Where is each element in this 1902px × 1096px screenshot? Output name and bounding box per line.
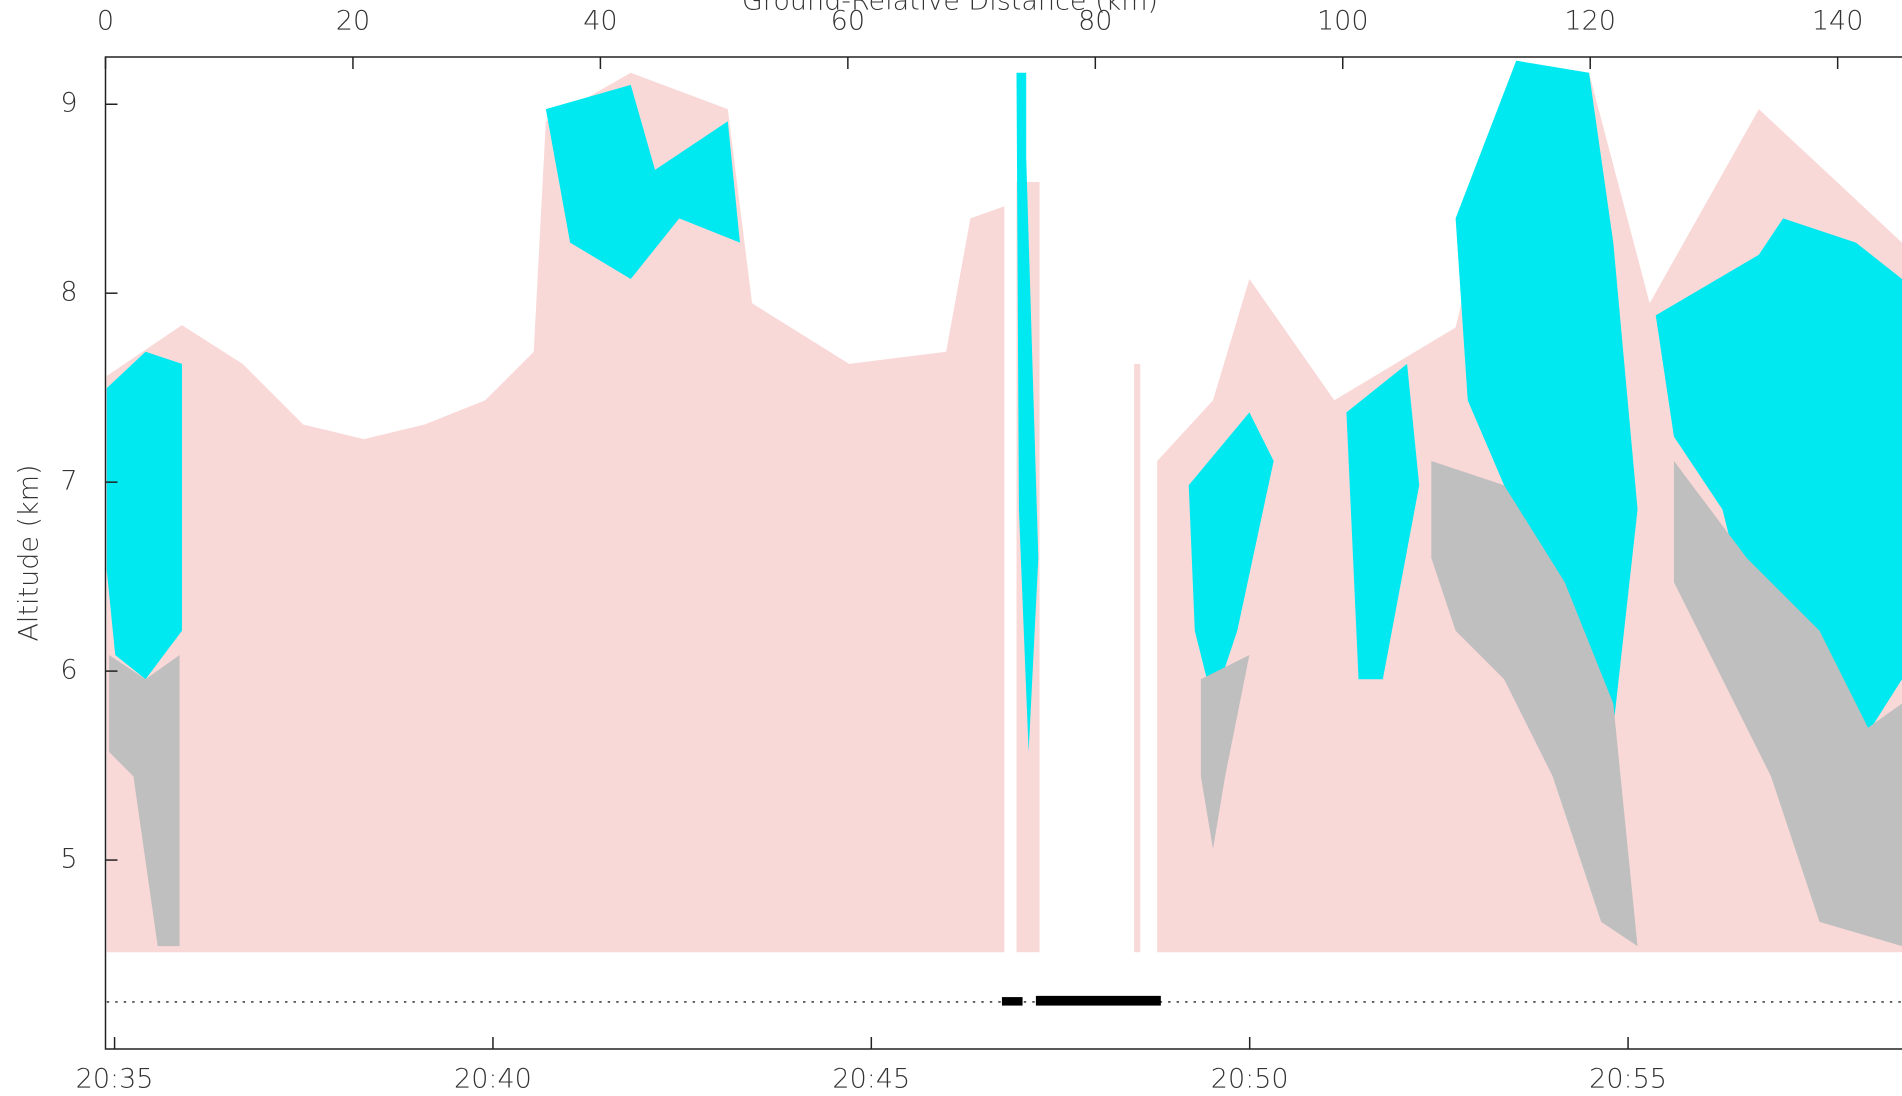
time-tick-label: 20:50	[1211, 1064, 1289, 1095]
time-tick-label: 20:45	[832, 1064, 910, 1095]
y-axis-title: Altitude (km)	[14, 464, 45, 641]
x-tick-label: 140	[1812, 6, 1864, 37]
y-tick-label: 9	[60, 88, 77, 119]
x-tick-label: 40	[583, 6, 617, 37]
axis-frame	[104, 56, 1902, 1050]
x-tick-label: 20	[336, 6, 370, 37]
time-tick-label: 20:40	[454, 1064, 532, 1095]
x-tick-label: 80	[1078, 6, 1112, 37]
x-tick-label: 100	[1317, 6, 1369, 37]
time-tick-label: 20:35	[76, 1064, 154, 1095]
time-tick-label: 20:55	[1589, 1064, 1667, 1095]
curtain-image	[106, 60, 1902, 1006]
x-tick-label: 60	[831, 6, 865, 37]
y-tick-label: 5	[60, 844, 77, 875]
y-tick-label: 7	[60, 466, 77, 497]
top-axis-title: Ground-Relative Distance (km)	[742, 0, 1158, 17]
x-tick-label: 0	[97, 6, 114, 37]
y-tick-label: 8	[60, 277, 77, 308]
x-tick-label: 120	[1564, 6, 1616, 37]
y-tick-label: 6	[60, 655, 77, 686]
